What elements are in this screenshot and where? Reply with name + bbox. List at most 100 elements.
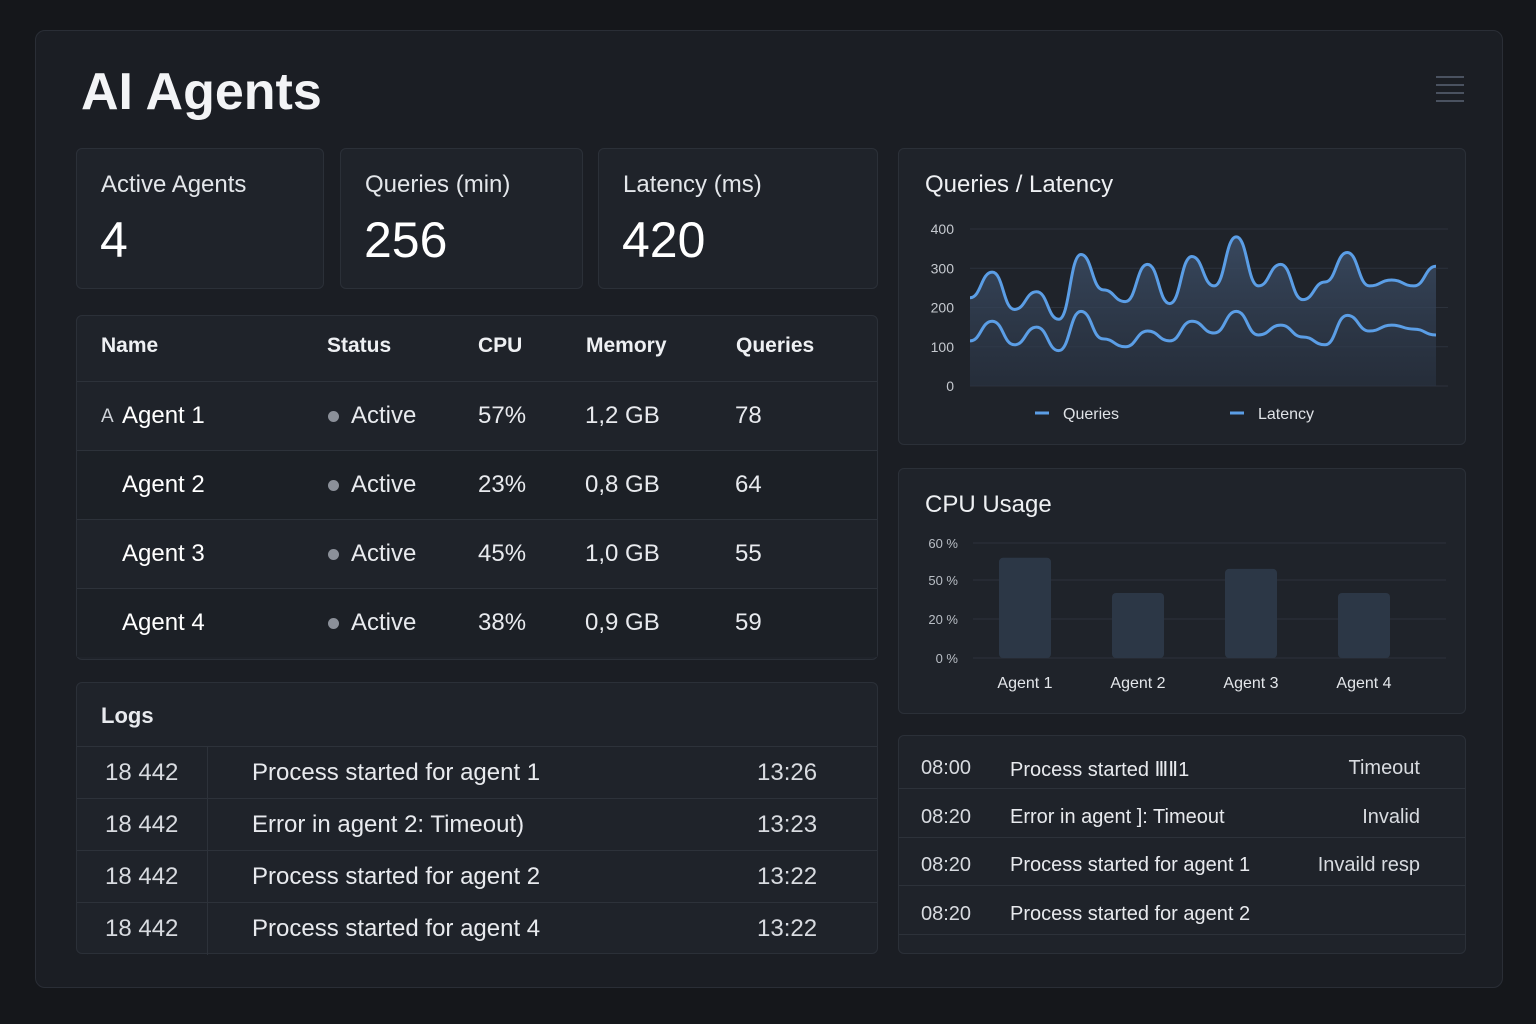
agent-queries: 78 <box>735 402 762 429</box>
divider <box>207 799 208 851</box>
log-row[interactable]: 18 442 Process started for agent 2 13:22 <box>77 850 877 903</box>
y-tick-label: 100 <box>931 339 955 355</box>
agent-name: Agent 3 <box>122 540 205 567</box>
x-tick-label: Agent 4 <box>1336 675 1391 692</box>
column-header-memory[interactable]: Memory <box>586 334 667 357</box>
agent-status: Active <box>351 402 417 429</box>
stat-value: 420 <box>622 212 706 268</box>
agent-status: Active <box>351 540 417 567</box>
event-row[interactable]: 08:20 Process started for agent 1 Invail… <box>899 838 1465 886</box>
status-dot-icon <box>328 549 339 560</box>
x-tick-label: Agent 3 <box>1223 675 1278 692</box>
x-tick-label: Agent 2 <box>1110 675 1165 692</box>
table-row[interactable]: Agent 3 Active 45% 1,0 GB 55 <box>77 519 877 588</box>
y-tick-label: 400 <box>931 221 955 237</box>
log-time: 13:26 <box>757 759 818 786</box>
cpu-usage-chart: CPU Usage <box>898 468 1466 714</box>
column-header-queries[interactable]: Queries <box>736 334 815 357</box>
chart-title: Queries / Latency <box>925 171 1114 198</box>
stat-latency: Latency (ms) 420 <box>598 148 878 289</box>
event-message: Process started for agent 1 <box>1010 854 1251 876</box>
stat-label: Active Agents <box>101 171 247 198</box>
agent-queries: 64 <box>735 471 762 498</box>
agent-name: Agent 4 <box>122 609 205 636</box>
log-message: Process started for agent 4 <box>252 915 541 942</box>
legend-label: Queries <box>1063 406 1119 423</box>
log-message: Process started for agent 1 <box>252 759 541 786</box>
logs-panel <box>76 682 878 954</box>
log-id: 18 442 <box>105 759 179 786</box>
event-status: Timeout <box>1348 757 1420 779</box>
log-message: Error in agent 2: Timeout) <box>252 811 525 838</box>
column-header-name[interactable]: Name <box>101 334 159 357</box>
event-message: Error in agent ]: Timeout <box>1010 805 1225 828</box>
event-time: 08:20 <box>921 902 972 925</box>
agent-name: Agent 2 <box>122 471 205 498</box>
event-time: 08:20 <box>921 854 972 876</box>
stat-label: Latency (ms) <box>623 171 762 198</box>
cpu-bar <box>1338 593 1390 658</box>
cpu-bar <box>1112 593 1164 658</box>
log-row[interactable]: 18 442 Process started for agent 1 13:26 <box>77 746 877 799</box>
event-row[interactable]: 08:00 Process started ⅢⅡ1 Timeout <box>899 741 1465 789</box>
log-time: 13:22 <box>757 863 818 890</box>
log-row[interactable]: 18 442 Error in agent 2: Timeout) 13:23 <box>77 798 877 851</box>
agent-status: Active <box>351 609 417 636</box>
status-dot-icon <box>328 480 339 491</box>
event-time: 08:00 <box>921 757 972 779</box>
stat-value: 256 <box>364 212 448 268</box>
agent-memory: 1,0 GB <box>585 540 660 567</box>
event-message: Process started for agent 2 <box>1010 902 1251 925</box>
hamburger-icon[interactable] <box>1436 76 1464 102</box>
bar-chart: 60 % 50 % 20 % 0 % Agent 1 Agent 2 Agent 3 Agen… <box>928 536 1446 692</box>
event-message: Process started ⅢⅡ1 <box>1010 759 1190 781</box>
series-line-queries <box>969 235 1437 321</box>
column-header-status[interactable]: Status <box>327 334 392 357</box>
agent-cpu: 45% <box>478 540 527 567</box>
divider <box>207 903 208 955</box>
agent-memory: 1,2 GB <box>585 402 660 429</box>
stat-value: 4 <box>100 212 128 268</box>
y-tick-label: 0 <box>946 378 954 394</box>
agent-memory: 0,9 GB <box>585 609 660 636</box>
log-id: 18 442 <box>105 915 179 942</box>
agent-queries: 55 <box>735 540 762 567</box>
cpu-bar <box>999 557 1051 658</box>
y-tick-label: 50 % <box>928 573 958 588</box>
column-header-cpu[interactable]: CPU <box>478 334 523 357</box>
series-line-latency <box>969 309 1437 353</box>
table-row[interactable]: A Agent 1 Active 57% 1,2 GB 78 <box>77 381 877 450</box>
y-tick-label: 0 % <box>936 651 959 666</box>
queries-area <box>970 236 1436 386</box>
log-id: 18 442 <box>105 863 179 890</box>
agent-name: Agent 1 <box>122 402 205 429</box>
y-tick-label: 60 % <box>928 536 958 551</box>
divider <box>207 747 208 799</box>
event-status: Invalid <box>1362 805 1420 828</box>
log-id: 18 442 <box>105 811 179 838</box>
stat-label: Queries (min) <box>365 171 511 198</box>
divider <box>207 851 208 903</box>
status-dot-icon <box>328 618 339 629</box>
event-row[interactable]: 08:20 Process started for agent 2 <box>899 887 1465 935</box>
table-row[interactable]: Agent 4 Active 38% 0,9 GB 59 <box>77 588 877 657</box>
event-row[interactable]: 08:20 Error in agent ]: Timeout Invalid <box>899 790 1465 838</box>
x-tick-label: Agent 1 <box>997 675 1052 692</box>
agent-cpu: 38% <box>478 609 527 636</box>
table-row[interactable]: Agent 2 Active 23% 0,8 GB 64 <box>77 450 877 519</box>
row-prefix: A <box>101 406 114 427</box>
log-row[interactable]: 18 442 Process started for agent 4 13:22 <box>77 902 877 955</box>
log-time: 13:22 <box>757 915 818 942</box>
stat-queries: Queries (min) 256 <box>340 148 583 289</box>
log-message: Process started for agent 2 <box>252 863 541 890</box>
events-panel <box>898 735 1466 954</box>
agent-memory: 0,8 GB <box>585 471 660 498</box>
status-dot-icon <box>328 411 339 422</box>
logs-title: Logs <box>101 703 154 728</box>
event-time: 08:20 <box>921 805 972 828</box>
stat-active-agents: Active Agents 4 <box>76 148 324 289</box>
cpu-bar <box>1225 568 1277 658</box>
log-time: 13:23 <box>757 811 818 838</box>
agent-cpu: 23% <box>478 471 527 498</box>
agent-cpu: 57% <box>478 402 527 429</box>
